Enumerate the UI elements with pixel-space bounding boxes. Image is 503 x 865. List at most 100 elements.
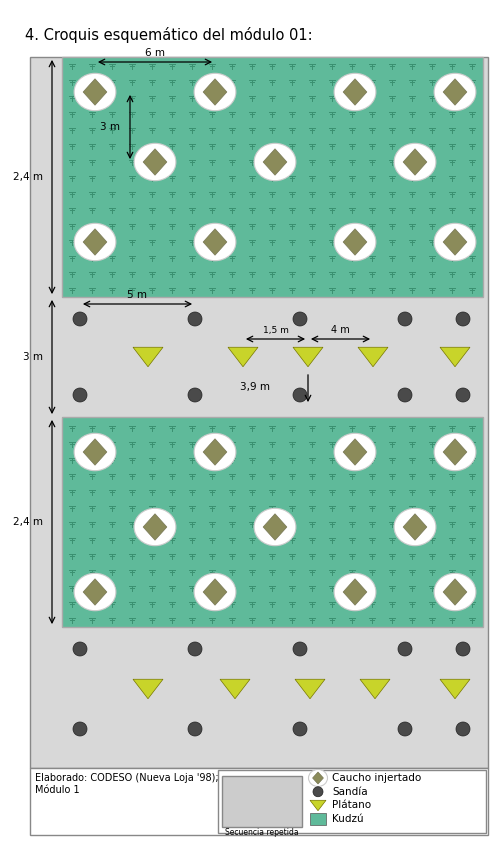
- Text: 2,4 m: 2,4 m: [13, 517, 43, 527]
- Polygon shape: [83, 439, 107, 465]
- Ellipse shape: [334, 223, 376, 260]
- Ellipse shape: [434, 223, 476, 260]
- Ellipse shape: [434, 433, 476, 471]
- Polygon shape: [403, 149, 427, 176]
- Ellipse shape: [254, 144, 296, 181]
- Circle shape: [73, 722, 87, 736]
- Circle shape: [456, 388, 470, 402]
- Ellipse shape: [74, 223, 116, 260]
- Polygon shape: [295, 679, 325, 699]
- Polygon shape: [310, 800, 326, 811]
- Bar: [30, 57, 488, 768]
- Polygon shape: [83, 579, 107, 606]
- Text: 1,5 m: 1,5 m: [263, 326, 288, 335]
- Ellipse shape: [254, 509, 296, 546]
- Circle shape: [293, 388, 307, 402]
- Polygon shape: [143, 514, 167, 541]
- Polygon shape: [360, 679, 390, 699]
- Ellipse shape: [134, 144, 176, 181]
- Polygon shape: [263, 149, 287, 176]
- Circle shape: [73, 388, 87, 402]
- Circle shape: [456, 722, 470, 736]
- Text: 3 m: 3 m: [23, 352, 43, 362]
- Circle shape: [293, 642, 307, 656]
- Polygon shape: [440, 679, 470, 699]
- Text: 3,9 m: 3,9 m: [240, 382, 270, 392]
- Polygon shape: [343, 79, 367, 106]
- Circle shape: [188, 642, 202, 656]
- Ellipse shape: [394, 509, 436, 546]
- Ellipse shape: [334, 573, 376, 611]
- Ellipse shape: [334, 433, 376, 471]
- Polygon shape: [293, 347, 323, 367]
- Text: 4 m: 4 m: [331, 325, 350, 335]
- Circle shape: [398, 312, 412, 326]
- Polygon shape: [203, 579, 227, 606]
- Polygon shape: [83, 229, 107, 255]
- Circle shape: [73, 312, 87, 326]
- Text: 3 m: 3 m: [100, 122, 120, 132]
- Ellipse shape: [74, 74, 116, 111]
- Text: Módulo 1: Módulo 1: [35, 785, 79, 795]
- Ellipse shape: [134, 509, 176, 546]
- Text: 6 m: 6 m: [145, 48, 165, 58]
- Text: Secuencia repetida: Secuencia repetida: [225, 828, 299, 837]
- Polygon shape: [263, 514, 287, 541]
- Circle shape: [313, 787, 323, 797]
- Text: Elaborado: CODESO (Nueva Loja '98);: Elaborado: CODESO (Nueva Loja '98);: [35, 773, 219, 783]
- Ellipse shape: [194, 74, 236, 111]
- Text: Sandía: Sandía: [332, 787, 368, 797]
- Polygon shape: [312, 772, 323, 784]
- Polygon shape: [343, 439, 367, 465]
- Polygon shape: [203, 79, 227, 106]
- Bar: [62, 57, 483, 297]
- Circle shape: [188, 722, 202, 736]
- Bar: [218, 770, 486, 833]
- Circle shape: [456, 642, 470, 656]
- Polygon shape: [443, 229, 467, 255]
- Polygon shape: [440, 347, 470, 367]
- Polygon shape: [443, 79, 467, 106]
- Bar: [310, 813, 326, 825]
- Polygon shape: [228, 347, 258, 367]
- Polygon shape: [358, 347, 388, 367]
- Ellipse shape: [434, 74, 476, 111]
- Polygon shape: [403, 514, 427, 541]
- Circle shape: [456, 312, 470, 326]
- Ellipse shape: [74, 433, 116, 471]
- Text: Caucho injertado: Caucho injertado: [332, 773, 421, 783]
- Text: 5 m: 5 m: [127, 290, 147, 300]
- Bar: [30, 768, 488, 835]
- Ellipse shape: [194, 573, 236, 611]
- Polygon shape: [143, 149, 167, 176]
- Ellipse shape: [334, 74, 376, 111]
- Ellipse shape: [74, 573, 116, 611]
- Circle shape: [398, 722, 412, 736]
- Text: 2,4 m: 2,4 m: [13, 172, 43, 182]
- Text: Kudzú: Kudzú: [332, 814, 364, 824]
- Ellipse shape: [308, 770, 327, 786]
- Bar: [222, 776, 302, 827]
- Ellipse shape: [434, 573, 476, 611]
- Ellipse shape: [194, 433, 236, 471]
- Polygon shape: [343, 229, 367, 255]
- Polygon shape: [83, 79, 107, 106]
- Polygon shape: [133, 347, 163, 367]
- Circle shape: [398, 642, 412, 656]
- Polygon shape: [220, 679, 250, 699]
- Polygon shape: [343, 579, 367, 606]
- Polygon shape: [203, 439, 227, 465]
- Circle shape: [293, 312, 307, 326]
- Circle shape: [293, 722, 307, 736]
- Circle shape: [188, 312, 202, 326]
- Circle shape: [398, 388, 412, 402]
- Polygon shape: [443, 439, 467, 465]
- Circle shape: [188, 388, 202, 402]
- Ellipse shape: [194, 223, 236, 260]
- Ellipse shape: [394, 144, 436, 181]
- Polygon shape: [133, 679, 163, 699]
- Circle shape: [73, 642, 87, 656]
- Text: 4. Croquis esquemático del módulo 01:: 4. Croquis esquemático del módulo 01:: [25, 27, 313, 43]
- Polygon shape: [203, 229, 227, 255]
- Polygon shape: [443, 579, 467, 606]
